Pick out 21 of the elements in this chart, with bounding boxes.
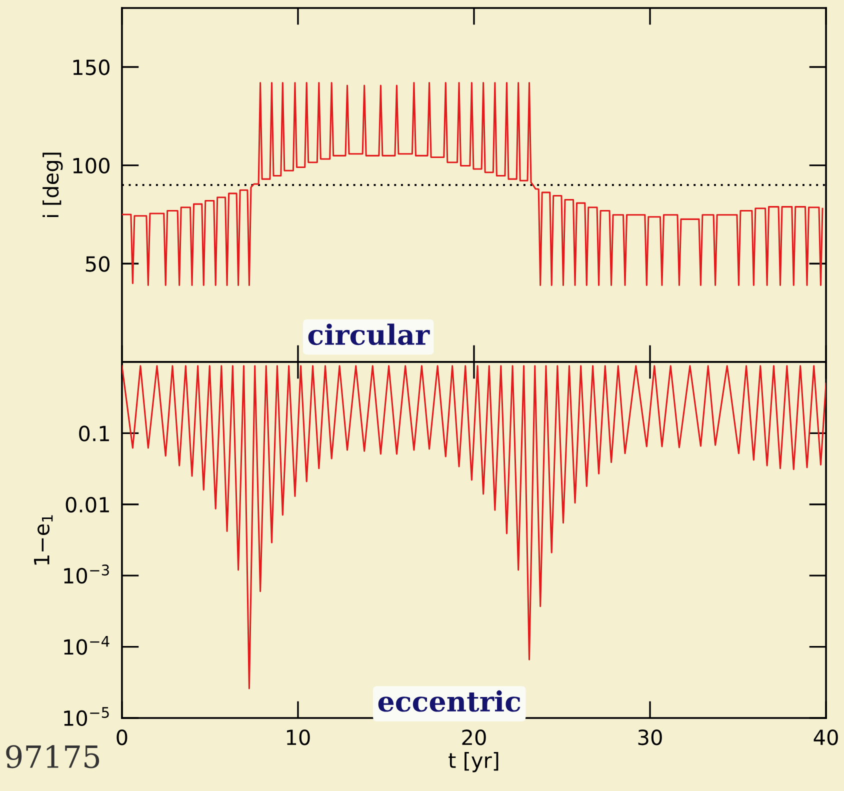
y-tick-label: 50: [86, 256, 110, 272]
x-tick-label: 30: [638, 729, 662, 746]
x-tick-label: 20: [462, 729, 486, 746]
line-series: [122, 365, 826, 690]
annotation: circular: [308, 324, 430, 346]
y-axis-title: i [deg]: [42, 152, 63, 217]
annotation: eccentric: [378, 690, 520, 712]
y-tick-label: 0.01: [66, 496, 109, 513]
y-axis-title: 1−e$_{1}$: [34, 515, 53, 565]
x-tick-label: 10: [287, 729, 310, 746]
y-tick-label: 10$^{−5}$: [64, 707, 109, 726]
y-tick-label: 150: [73, 59, 110, 76]
x-tick-label: 0: [116, 729, 128, 746]
line-series: [122, 82, 824, 286]
y-tick-label: 100: [73, 158, 110, 174]
text: 97175: [6, 745, 100, 768]
x-tick-label: 40: [814, 729, 838, 746]
y-tick-label: 0.1: [79, 426, 109, 442]
y-tick-label: 10$^{−3}$: [64, 564, 109, 584]
x-axis-title: t [yr]: [448, 752, 498, 772]
y-tick-label: 10$^{−4}$: [64, 636, 110, 655]
